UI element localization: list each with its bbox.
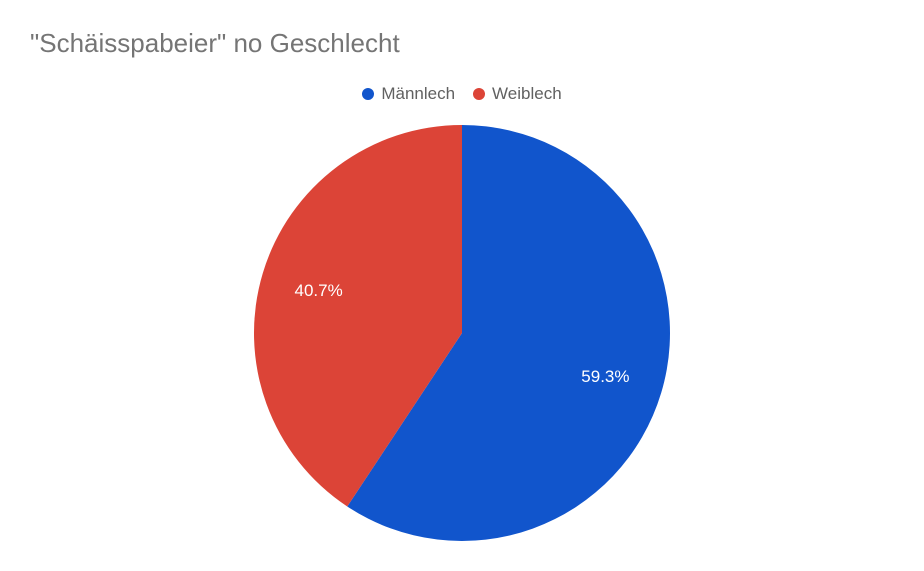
legend-label-weiblech: Weiblech (492, 84, 562, 103)
pie-slice-maennlech (347, 125, 670, 541)
legend-swatch-maennlech (362, 88, 375, 100)
pie-slice-weiblech (254, 125, 462, 507)
chart-title: "Schäisspabeier" no Geschlecht (30, 28, 400, 58)
slice-label-maennlech: 59.3% (581, 367, 629, 386)
legend-item-weiblech: Weiblech (473, 84, 562, 104)
slice-label-weiblech: 40.7% (294, 281, 342, 300)
legend-label-maennlech: Männlech (381, 84, 456, 103)
legend-swatch-weiblech (473, 88, 486, 100)
chart-legend: Männlech Weiblech (0, 84, 924, 104)
legend-item-maennlech: Männlech (362, 84, 455, 104)
